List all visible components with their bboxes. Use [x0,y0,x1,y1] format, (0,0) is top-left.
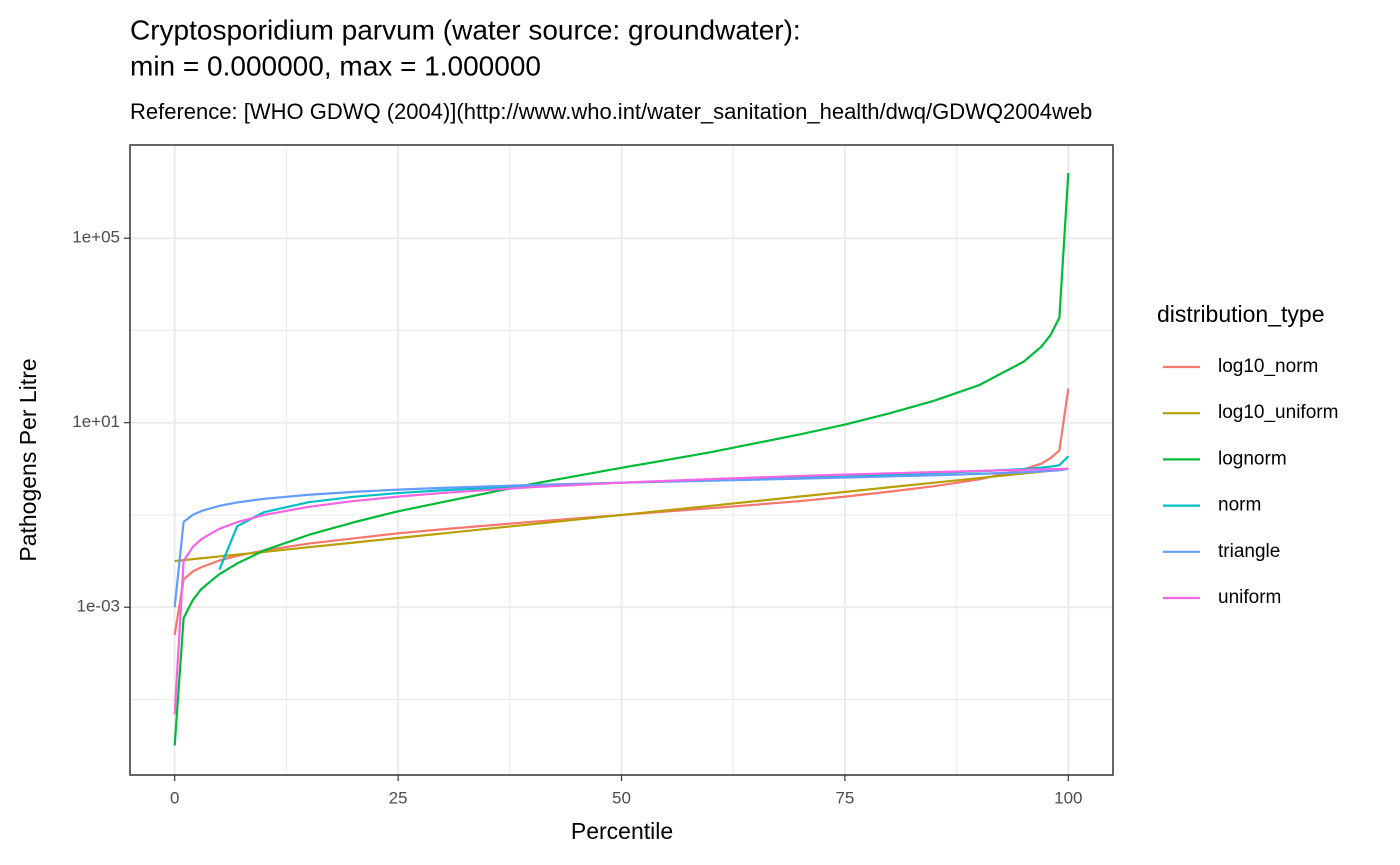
data-line [173,172,1070,746]
legend-label: triangle [1218,541,1280,562]
chart-title: min = 0.000000, max = 1.000000 [130,50,541,81]
legend-title: distribution_type [1157,301,1325,327]
legend-label: uniform [1218,587,1281,608]
chart-title: Cryptosporidium parvum (water source: gr… [130,14,801,45]
x-tick-label: 25 [389,788,408,807]
x-tick-label: 75 [835,788,854,807]
legend-label: lognorm [1218,448,1287,469]
y-axis-title: Pathogens Per Litre [15,358,41,561]
legend-label: norm [1218,495,1261,516]
x-tick-label: 50 [612,788,631,807]
panel-border [129,144,1114,776]
chart-subtitle: Reference: [WHO GDWQ (2004)](http://www.… [130,99,1092,124]
x-tick-label: 100 [1054,788,1082,807]
y-tick-label: 1e+05 [72,228,120,247]
x-tick-label: 0 [170,788,179,807]
x-axis-title: Percentile [571,818,673,844]
data-line [173,467,1069,608]
legend-label: log10_norm [1218,356,1318,377]
y-tick-label: 1e+01 [72,412,120,431]
y-tick-label: 1e-03 [77,597,120,616]
data-line [173,467,1069,715]
legend-label: log10_uniform [1218,402,1338,423]
